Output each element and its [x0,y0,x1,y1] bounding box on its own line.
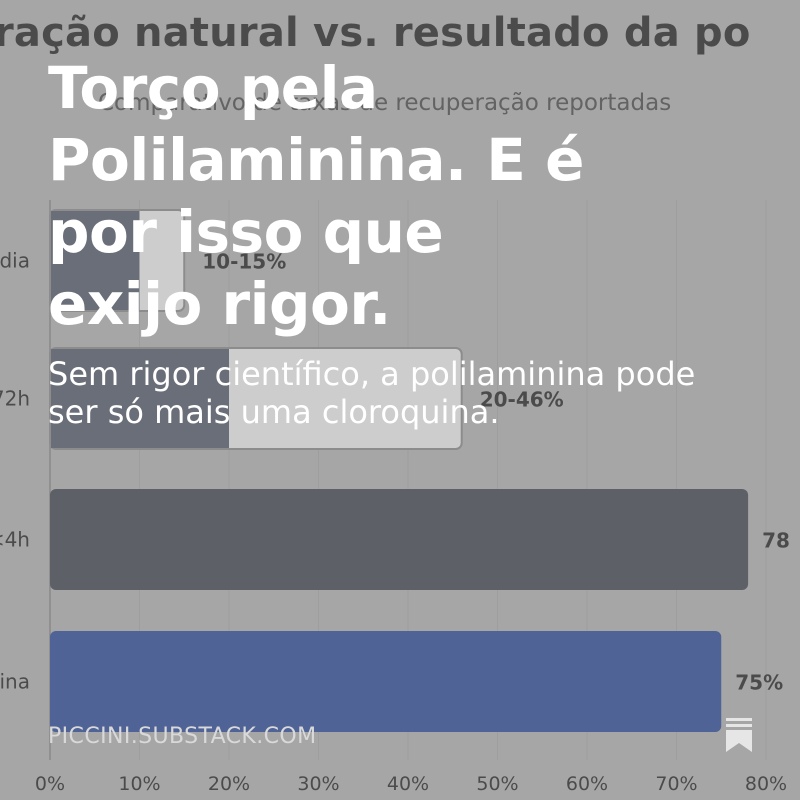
bar [50,489,749,590]
bar-value-label: 20-46% [480,388,564,412]
bar [50,631,722,732]
chart-subtitle: Comparativo de taxas de recuperação repo… [98,90,672,116]
range-bar-low [51,349,229,448]
x-tick-label: 40% [387,773,429,795]
x-tick-label: 60% [566,773,608,795]
category-label: <4h [0,528,30,552]
x-tick-label: 70% [655,773,697,795]
category-label: dia [0,249,30,273]
bar-value-label: 78 [762,529,790,553]
category-label: 72h [0,387,30,411]
category-label: ina [0,670,30,694]
x-tick-label: 50% [476,773,518,795]
range-bar-low [51,211,140,310]
x-tick-label: 20% [208,773,250,795]
x-tick-label: 10% [118,773,160,795]
x-tick-label: 30% [297,773,339,795]
x-tick-label: 80% [745,773,787,795]
chart-title: ração natural vs. resultado da po [0,10,751,56]
x-tick-label: 0% [35,773,65,795]
bar-value-label: 10-15% [202,250,286,274]
bar-value-label: 75% [735,671,783,695]
